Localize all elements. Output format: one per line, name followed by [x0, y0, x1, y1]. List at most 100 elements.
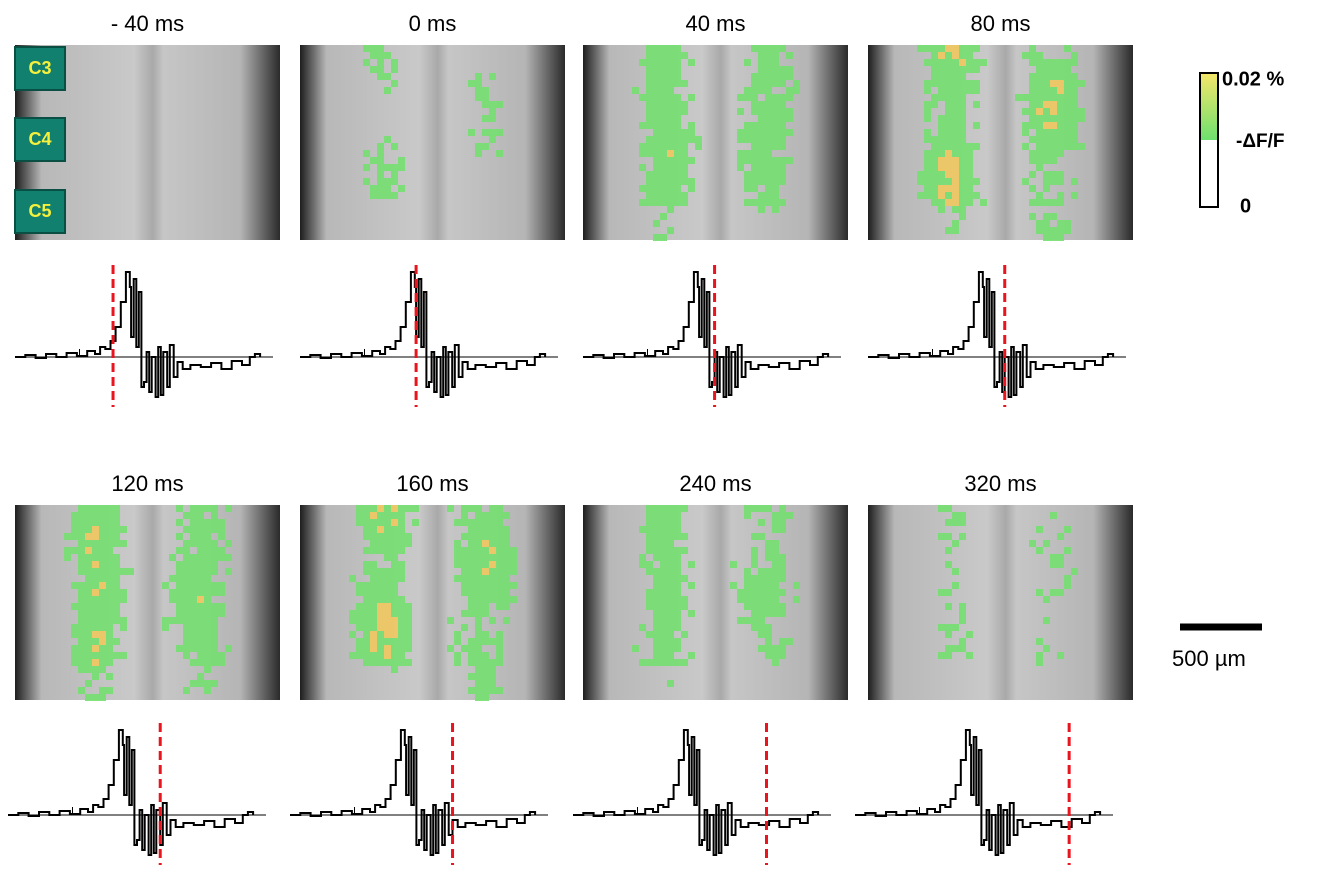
panel: 40 ms — [583, 11, 848, 407]
scale-bar: 500 µm — [1172, 623, 1262, 671]
activity-pixel — [966, 87, 973, 94]
activity-pixel — [653, 568, 660, 575]
activity-pixel — [765, 199, 772, 206]
activity-pixel — [1043, 220, 1050, 227]
activity-pixel — [370, 533, 377, 540]
activity-pixel — [945, 136, 952, 143]
activity-pixel — [765, 115, 772, 122]
activity-pixel — [1064, 59, 1071, 66]
activity-pixel — [688, 178, 695, 185]
activity-pixel — [653, 66, 660, 73]
activity-pixel — [667, 547, 674, 554]
activity-pixel — [938, 206, 945, 213]
activity-pixel — [85, 680, 92, 687]
activity-pixel — [391, 631, 398, 638]
activity-pixel — [646, 659, 653, 666]
activity-pixel — [190, 519, 197, 526]
activity-pixel — [653, 617, 660, 624]
activity-pixel — [398, 561, 405, 568]
activity-pixel — [503, 554, 510, 561]
activity-pixel — [667, 171, 674, 178]
activity-pixel — [496, 659, 503, 666]
activity-pixel — [412, 505, 419, 512]
activity-pixel — [391, 603, 398, 610]
activity-pixel — [176, 589, 183, 596]
activity-pixel — [772, 582, 779, 589]
activity-pixel — [99, 631, 106, 638]
activity-pixel — [966, 45, 973, 52]
activity-pixel — [475, 680, 482, 687]
activity-pixel — [1050, 87, 1057, 94]
activity-pixel — [183, 589, 190, 596]
activity-pixel — [475, 540, 482, 547]
activity-pixel — [377, 171, 384, 178]
activity-pixel — [758, 108, 765, 115]
activity-pixel — [92, 638, 99, 645]
activity-pixel — [384, 638, 391, 645]
activity-pixel — [772, 157, 779, 164]
activity-pixel — [758, 617, 765, 624]
activity-pixel — [945, 66, 952, 73]
activity-pixel — [751, 150, 758, 157]
activity-pixel — [370, 645, 377, 652]
activity-pixel — [113, 589, 120, 596]
activity-pixel — [475, 94, 482, 101]
activity-pixel — [765, 87, 772, 94]
activity-pixel — [653, 129, 660, 136]
activity-pixel — [99, 505, 106, 512]
activity-pixel — [653, 192, 660, 199]
activity-pixel — [765, 94, 772, 101]
activity-pixel — [197, 505, 204, 512]
activity-pixel — [653, 178, 660, 185]
activity-pixel — [113, 505, 120, 512]
activity-pixel — [489, 575, 496, 582]
activity-pixel — [959, 94, 966, 101]
activity-pixel — [653, 512, 660, 519]
activity-pixel — [945, 108, 952, 115]
activity-pixel — [496, 589, 503, 596]
activity-pixel — [211, 526, 218, 533]
activity-pixel — [489, 108, 496, 115]
activity-pixel — [952, 519, 959, 526]
activity-pixel — [370, 505, 377, 512]
activity-pixel — [85, 596, 92, 603]
activity-pixel — [959, 533, 966, 540]
activity-pixel — [482, 638, 489, 645]
activity-pixel — [204, 596, 211, 603]
activity-pixel — [945, 199, 952, 206]
activity-pixel — [758, 610, 765, 617]
activity-pixel — [85, 533, 92, 540]
activity-pixel — [370, 624, 377, 631]
activity-pixel — [197, 603, 204, 610]
activity-pixel — [106, 533, 113, 540]
activity-pixel — [751, 157, 758, 164]
activity-pixel — [1064, 136, 1071, 143]
activity-pixel — [482, 666, 489, 673]
activity-pixel — [959, 645, 966, 652]
activity-pixel — [85, 617, 92, 624]
activity-pixel — [924, 136, 931, 143]
activity-pixel — [183, 540, 190, 547]
activity-pixel — [952, 59, 959, 66]
activity-pixel — [952, 178, 959, 185]
activity-pixel — [952, 87, 959, 94]
activity-pixel — [758, 164, 765, 171]
activity-pixel — [475, 589, 482, 596]
panel-time-label: 40 ms — [686, 11, 746, 36]
activity-pixel — [468, 533, 475, 540]
activity-pixel — [377, 582, 384, 589]
activity-pixel — [653, 540, 660, 547]
activity-pixel — [99, 617, 106, 624]
activity-pixel — [793, 87, 800, 94]
activity-pixel — [78, 540, 85, 547]
activity-pixel — [952, 171, 959, 178]
activity-pixel — [772, 52, 779, 59]
activity-pixel — [370, 582, 377, 589]
activity-pixel — [772, 73, 779, 80]
activity-pixel — [772, 554, 779, 561]
activity-pixel — [1022, 178, 1029, 185]
activity-pixel — [398, 624, 405, 631]
activity-pixel — [78, 617, 85, 624]
activity-pixel — [959, 108, 966, 115]
activity-pixel — [1050, 115, 1057, 122]
